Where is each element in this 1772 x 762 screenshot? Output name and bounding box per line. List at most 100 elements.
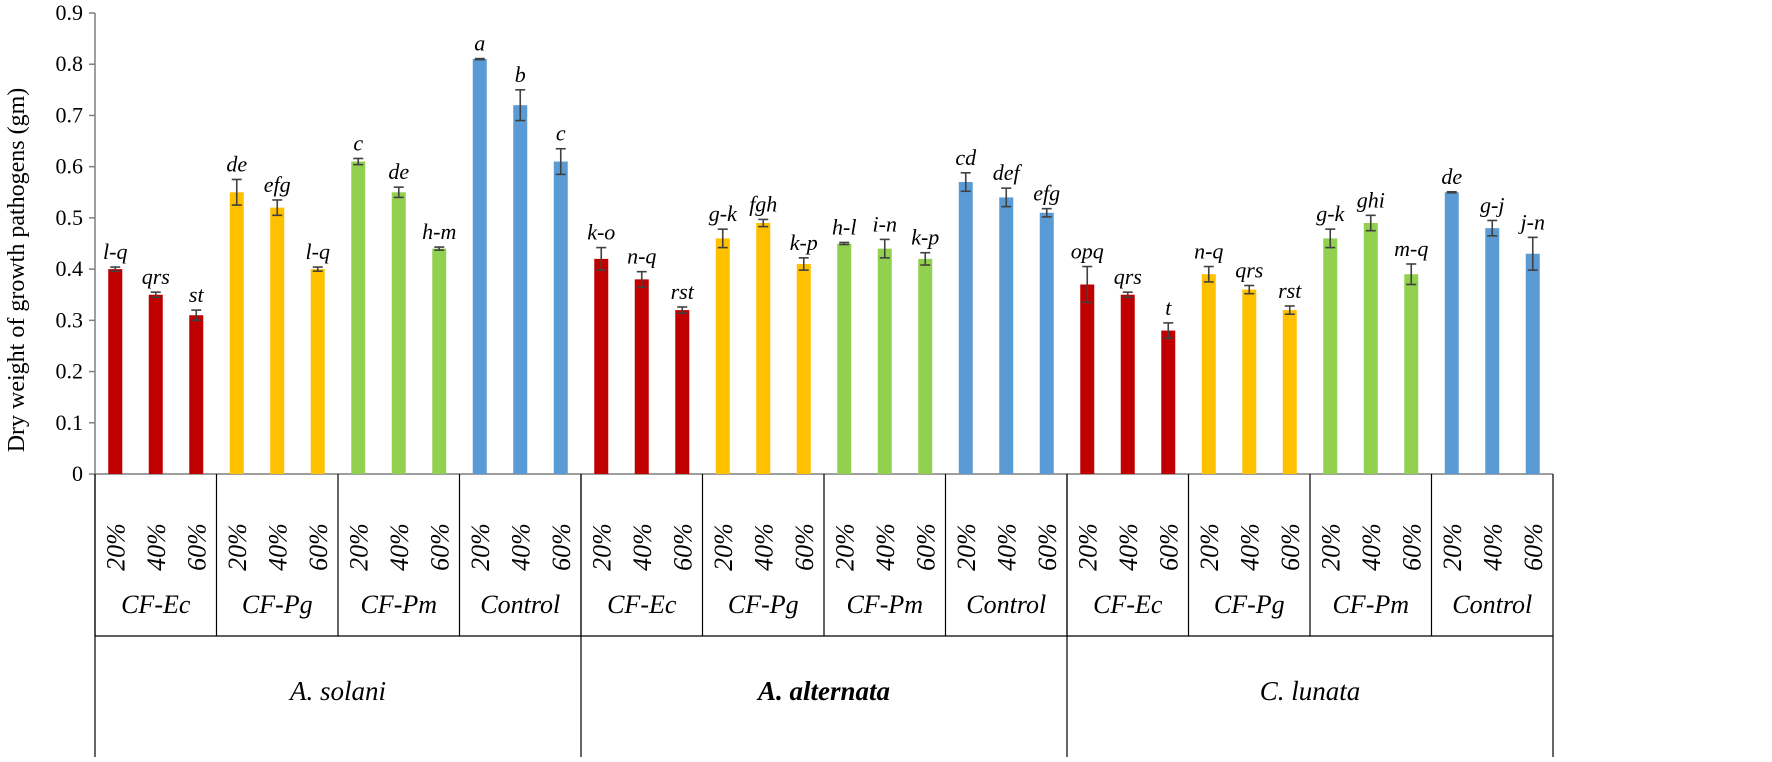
concentration-label: 60%: [668, 523, 697, 571]
pathogen-label: A. alternata: [756, 676, 890, 706]
concentration-label: 40%: [1478, 523, 1507, 571]
bar-aalternata-control-20: [958, 182, 973, 474]
concentration-label: 40%: [992, 523, 1021, 571]
significance-letter: qrs: [142, 264, 170, 289]
concentration-label: 60%: [1397, 523, 1426, 571]
significance-letter: c: [556, 121, 566, 146]
concentration-label: 40%: [871, 523, 900, 571]
bar-aalternata-cf-ec-60: [675, 310, 690, 474]
significance-letter: g-k: [709, 201, 738, 226]
bar-clunata-cf-pg-40: [1242, 289, 1257, 474]
y-tick-label: 0.7: [56, 102, 84, 127]
pathogen-label: A. solani: [288, 676, 386, 706]
concentration-label: 40%: [142, 523, 171, 571]
concentration-label: 60%: [1276, 523, 1305, 571]
significance-letter: h-l: [832, 214, 856, 239]
significance-letter: k-p: [911, 225, 939, 250]
concentration-label: 60%: [304, 523, 333, 571]
bar-aalternata-cf-pg-60: [796, 263, 811, 474]
concentration-label: 20%: [952, 523, 981, 571]
bar-clunata-cf-pm-20: [1323, 238, 1338, 474]
significance-letter: qrs: [1235, 258, 1263, 283]
concentration-label: 20%: [587, 523, 616, 571]
significance-letter: a: [474, 31, 485, 56]
bar-asolani-cf-ec-40: [148, 294, 163, 474]
significance-letter: ghi: [1357, 187, 1385, 212]
bar-asolani-control-60: [553, 161, 568, 475]
concentration-label: 20%: [344, 523, 373, 571]
concentration-label: 60%: [911, 523, 940, 571]
concentration-label: 20%: [1438, 523, 1467, 571]
concentration-label: 40%: [506, 523, 535, 571]
significance-letter: efg: [264, 172, 291, 197]
bar-clunata-cf-pm-40: [1363, 223, 1378, 474]
significance-letter: c: [353, 130, 363, 155]
y-tick-label: 0: [72, 461, 83, 486]
significance-letter: g-j: [1480, 192, 1504, 217]
concentration-label: 40%: [263, 523, 292, 571]
bar-clunata-control-40: [1485, 228, 1500, 474]
significance-letter: de: [1441, 164, 1462, 189]
y-tick-label: 0.1: [56, 410, 84, 435]
concentration-label: 60%: [1033, 523, 1062, 571]
concentration-label: 20%: [1316, 523, 1345, 571]
bar-aalternata-control-40: [999, 197, 1014, 474]
bar-aalternata-cf-ec-20: [594, 258, 609, 474]
bar-asolani-cf-pm-60: [432, 248, 447, 474]
significance-letter: rst: [671, 279, 695, 304]
significance-letter: k-o: [587, 220, 615, 245]
bar-asolani-cf-ec-60: [189, 315, 204, 474]
concentration-label: 40%: [1357, 523, 1386, 571]
bar-clunata-cf-ec-40: [1120, 294, 1135, 474]
significance-letter: efg: [1033, 181, 1060, 206]
treatment-label: CF-Pg: [728, 590, 799, 619]
bar-clunata-control-20: [1444, 192, 1459, 474]
treatment-label: Control: [480, 590, 560, 619]
bar-aalternata-cf-pg-40: [756, 223, 771, 474]
significance-letter: n-q: [627, 244, 656, 269]
y-tick-label: 0.2: [56, 359, 84, 384]
x-axis-categories: 20% 40% 60% CF-Ec 20% 40% 60% CF-Pg 20% 40% 60% CF-…: [94, 474, 1554, 757]
concentration-label: 20%: [830, 523, 859, 571]
significance-letter: m-q: [1394, 236, 1428, 261]
bar-asolani-control-40: [513, 105, 528, 474]
y-tick-label: 0.4: [56, 256, 84, 281]
concentration-label: 60%: [1154, 523, 1183, 571]
bar-clunata-cf-ec-60: [1161, 330, 1176, 474]
concentration-label: 40%: [749, 523, 778, 571]
concentration-label: 20%: [709, 523, 738, 571]
error-bars: [110, 57, 1538, 340]
significance-letter: de: [388, 159, 409, 184]
significance-letter: de: [226, 151, 247, 176]
bar-asolani-cf-ec-20: [108, 269, 123, 474]
bar-clunata-cf-pm-60: [1404, 274, 1419, 474]
concentration-label: 20%: [1073, 523, 1102, 571]
bar-clunata-control-60: [1525, 253, 1540, 474]
bar-aalternata-control-60: [1039, 212, 1054, 474]
significance-letter: j-n: [1518, 209, 1545, 234]
pathogen-label: C. lunata: [1260, 676, 1361, 706]
concentration-label: 60%: [1519, 523, 1548, 571]
bar-asolani-cf-pg-20: [229, 192, 244, 474]
significance-letter: st: [189, 282, 205, 307]
concentration-label: 60%: [182, 523, 211, 571]
bar-asolani-cf-pm-20: [351, 161, 366, 475]
concentration-label: 40%: [385, 523, 414, 571]
significance-letter: opq: [1071, 239, 1104, 264]
significance-letter: h-m: [422, 219, 456, 244]
y-tick-label: 0.6: [56, 154, 84, 179]
significance-letter: def: [993, 160, 1023, 185]
treatment-label: CF-Ec: [607, 590, 677, 619]
concentration-label: 20%: [466, 523, 495, 571]
bar-aalternata-cf-pm-20: [837, 243, 852, 474]
treatment-label: CF-Ec: [121, 590, 191, 619]
treatment-label: CF-Pg: [1214, 590, 1285, 619]
significance-letter: cd: [955, 145, 977, 170]
y-tick-label: 0.5: [56, 205, 84, 230]
y-tick-label: 0.9: [56, 0, 84, 25]
concentration-label: 40%: [1114, 523, 1143, 571]
concentration-label: 60%: [547, 523, 576, 571]
significance-letter: t: [1165, 295, 1172, 320]
significance-letter: n-q: [1194, 239, 1223, 264]
treatment-label: CF-Pg: [242, 590, 313, 619]
